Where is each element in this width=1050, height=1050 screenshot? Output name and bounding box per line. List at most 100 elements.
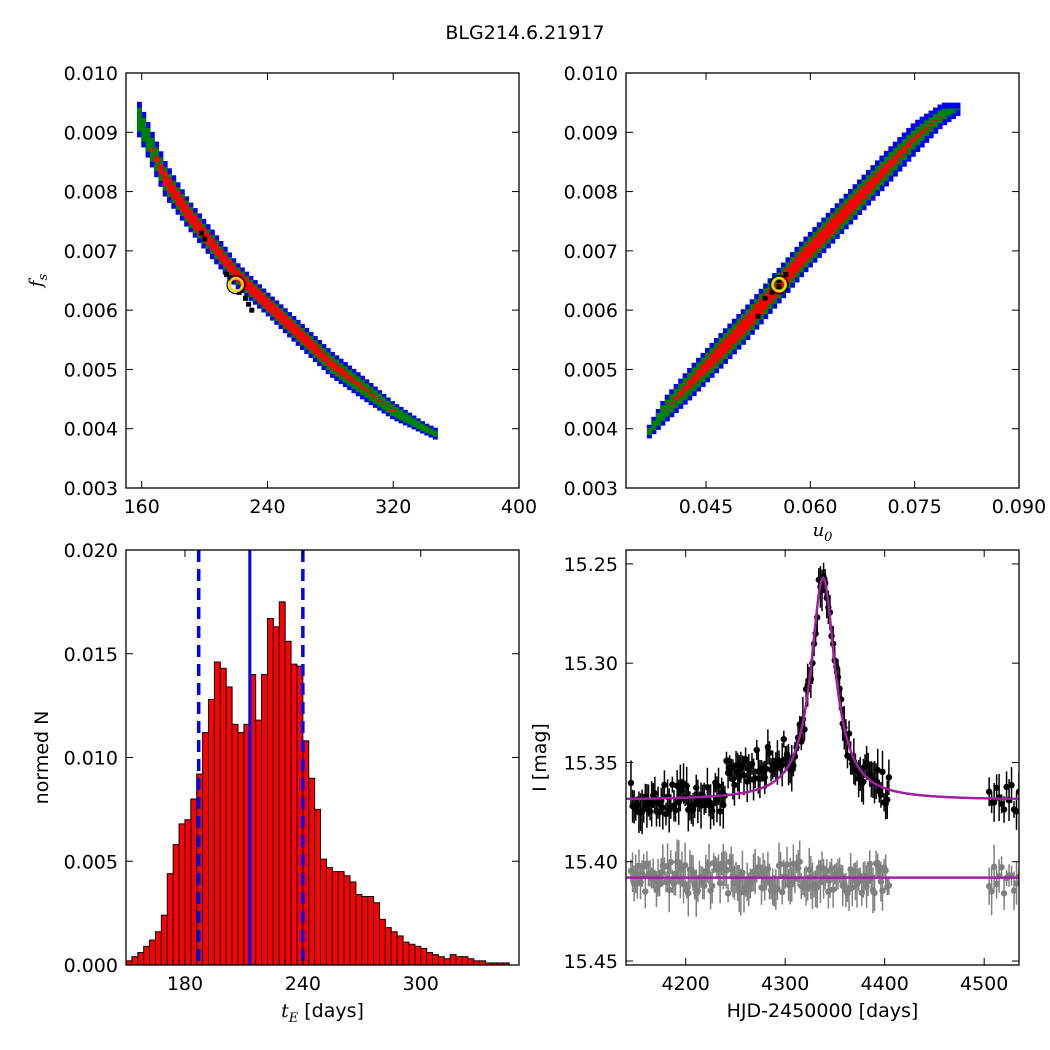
- y-tick-label: 15.25: [564, 554, 618, 576]
- confidence-1sigma-cell: [192, 216, 198, 230]
- confidence-1sigma-cell: [184, 204, 190, 219]
- confidence-1sigma-cell: [709, 353, 715, 367]
- confidence-2sigma-cell: [424, 426, 430, 434]
- confidence-1sigma-cell: [794, 256, 800, 273]
- histogram-bar: [467, 958, 475, 966]
- data-point: [885, 774, 893, 781]
- y-tick-label: 15.30: [564, 653, 618, 675]
- confidence-1sigma-cell: [691, 374, 697, 385]
- confidence-1sigma-cell: [299, 331, 305, 343]
- x-tick-label: 0.090: [992, 496, 1046, 518]
- histogram-bar: [455, 956, 463, 966]
- confidence-1sigma-cell: [321, 352, 327, 362]
- confidence-1sigma-cell: [149, 148, 155, 151]
- x-tick-label: 4200: [662, 973, 710, 995]
- data-point: [779, 761, 786, 768]
- y-tick-label: 0.005: [564, 359, 618, 381]
- histogram-bar: [237, 732, 245, 966]
- residual-point: [849, 884, 856, 891]
- histogram-bar: [396, 935, 404, 966]
- histogram-bar: [202, 732, 210, 966]
- confidence-1sigma-cell: [188, 210, 194, 225]
- histogram-bar: [160, 914, 168, 966]
- confidence-1sigma-cell: [179, 197, 185, 213]
- data-point: [740, 772, 748, 779]
- data-point: [1008, 781, 1015, 789]
- confidence-1sigma-cell: [355, 382, 361, 387]
- lightcurve-layer: [626, 562, 1019, 917]
- confidence-1sigma-cell: [874, 172, 880, 184]
- sample-point: [783, 272, 789, 278]
- x-tick-label: 0.060: [783, 496, 837, 518]
- histogram-bar: [261, 674, 268, 966]
- confidence-1sigma-cell: [839, 208, 845, 224]
- y-tick-label: 0.000: [64, 955, 118, 977]
- residual-point: [879, 887, 886, 894]
- confidence-1sigma-cell: [892, 155, 898, 164]
- histogram-bar: [361, 896, 369, 966]
- y-tick-label: 0.003: [564, 478, 618, 500]
- residual-point: [756, 864, 764, 871]
- confidence-1sigma-cell: [848, 199, 854, 215]
- confidence-1sigma-cell: [244, 278, 250, 291]
- confidence-1sigma-cell: [269, 302, 275, 315]
- data-point: [1013, 808, 1019, 815]
- residual-point: [796, 858, 803, 865]
- sample-point: [242, 295, 248, 301]
- residual-point: [708, 882, 716, 890]
- confidence-1sigma-cell: [767, 288, 773, 304]
- confidence-1sigma-cell: [910, 137, 916, 143]
- sample-point: [202, 236, 208, 242]
- data-point: [751, 775, 759, 782]
- confidence-1sigma-cell: [325, 356, 331, 366]
- confidence-1sigma-cell: [669, 402, 675, 405]
- data-point: [1000, 806, 1008, 813]
- data-point: [985, 788, 993, 795]
- x-tick-label: 400: [501, 496, 537, 518]
- residual-point: [985, 883, 993, 890]
- data-point: [998, 800, 1005, 807]
- histogram-bar: [208, 698, 215, 966]
- confidence-1sigma-cell: [261, 294, 267, 307]
- confidence-2sigma-cell: [402, 412, 408, 423]
- y-tick-label: 0.004: [564, 419, 618, 441]
- data-point: [651, 789, 659, 797]
- x-tick-label: 240: [249, 496, 285, 518]
- sample-point: [755, 313, 761, 319]
- y-tick-label: 15.40: [564, 852, 618, 874]
- panel-u0-vs-fs: 0.045 0.060 0.075 0.090 0.003 0.004 0.005 0.006…: [564, 63, 1047, 545]
- histogram-bar: [355, 893, 363, 966]
- residual-point: [783, 861, 791, 868]
- x-tick-label: 0.045: [679, 496, 733, 518]
- confidence-1sigma-cell: [334, 364, 340, 372]
- confidence-2sigma-cell: [941, 108, 948, 120]
- confidence-1sigma-cell: [295, 326, 301, 339]
- histogram-bar: [266, 617, 274, 966]
- y-tick-label: 0.006: [64, 300, 118, 322]
- histogram-bar: [172, 844, 180, 966]
- histogram-bar: [166, 873, 174, 966]
- histogram-bar: [373, 902, 380, 966]
- data-point: [879, 768, 886, 776]
- sample-point: [224, 272, 230, 278]
- confidence-1sigma-cell: [821, 227, 827, 244]
- panel-tE-histogram: 180 240 300 0.000 0.005 0.010 0.015 0.020 normed…: [31, 540, 520, 1026]
- confidence-1sigma-cell: [252, 286, 258, 299]
- data-point: [683, 782, 690, 790]
- residual-point: [685, 890, 692, 897]
- confidence-2sigma-cell: [137, 107, 142, 132]
- confidence-2sigma-cell: [946, 108, 952, 117]
- histogram-bar: [414, 945, 422, 966]
- data-point: [669, 781, 676, 788]
- confidence-1sigma-cell: [338, 367, 344, 375]
- confidence-1sigma-cell: [857, 190, 863, 205]
- confidence-2sigma-cell: [411, 418, 417, 427]
- confidence-1sigma-cell: [330, 360, 335, 369]
- confidence-1sigma-cell: [377, 399, 383, 402]
- confidence-1sigma-cell: [248, 282, 254, 295]
- confidence-1sigma-cell: [883, 163, 889, 174]
- data-point: [766, 749, 773, 756]
- confidence-2sigma-cell: [145, 127, 151, 152]
- confidence-1sigma-cell: [158, 164, 164, 175]
- sample-point: [198, 230, 204, 236]
